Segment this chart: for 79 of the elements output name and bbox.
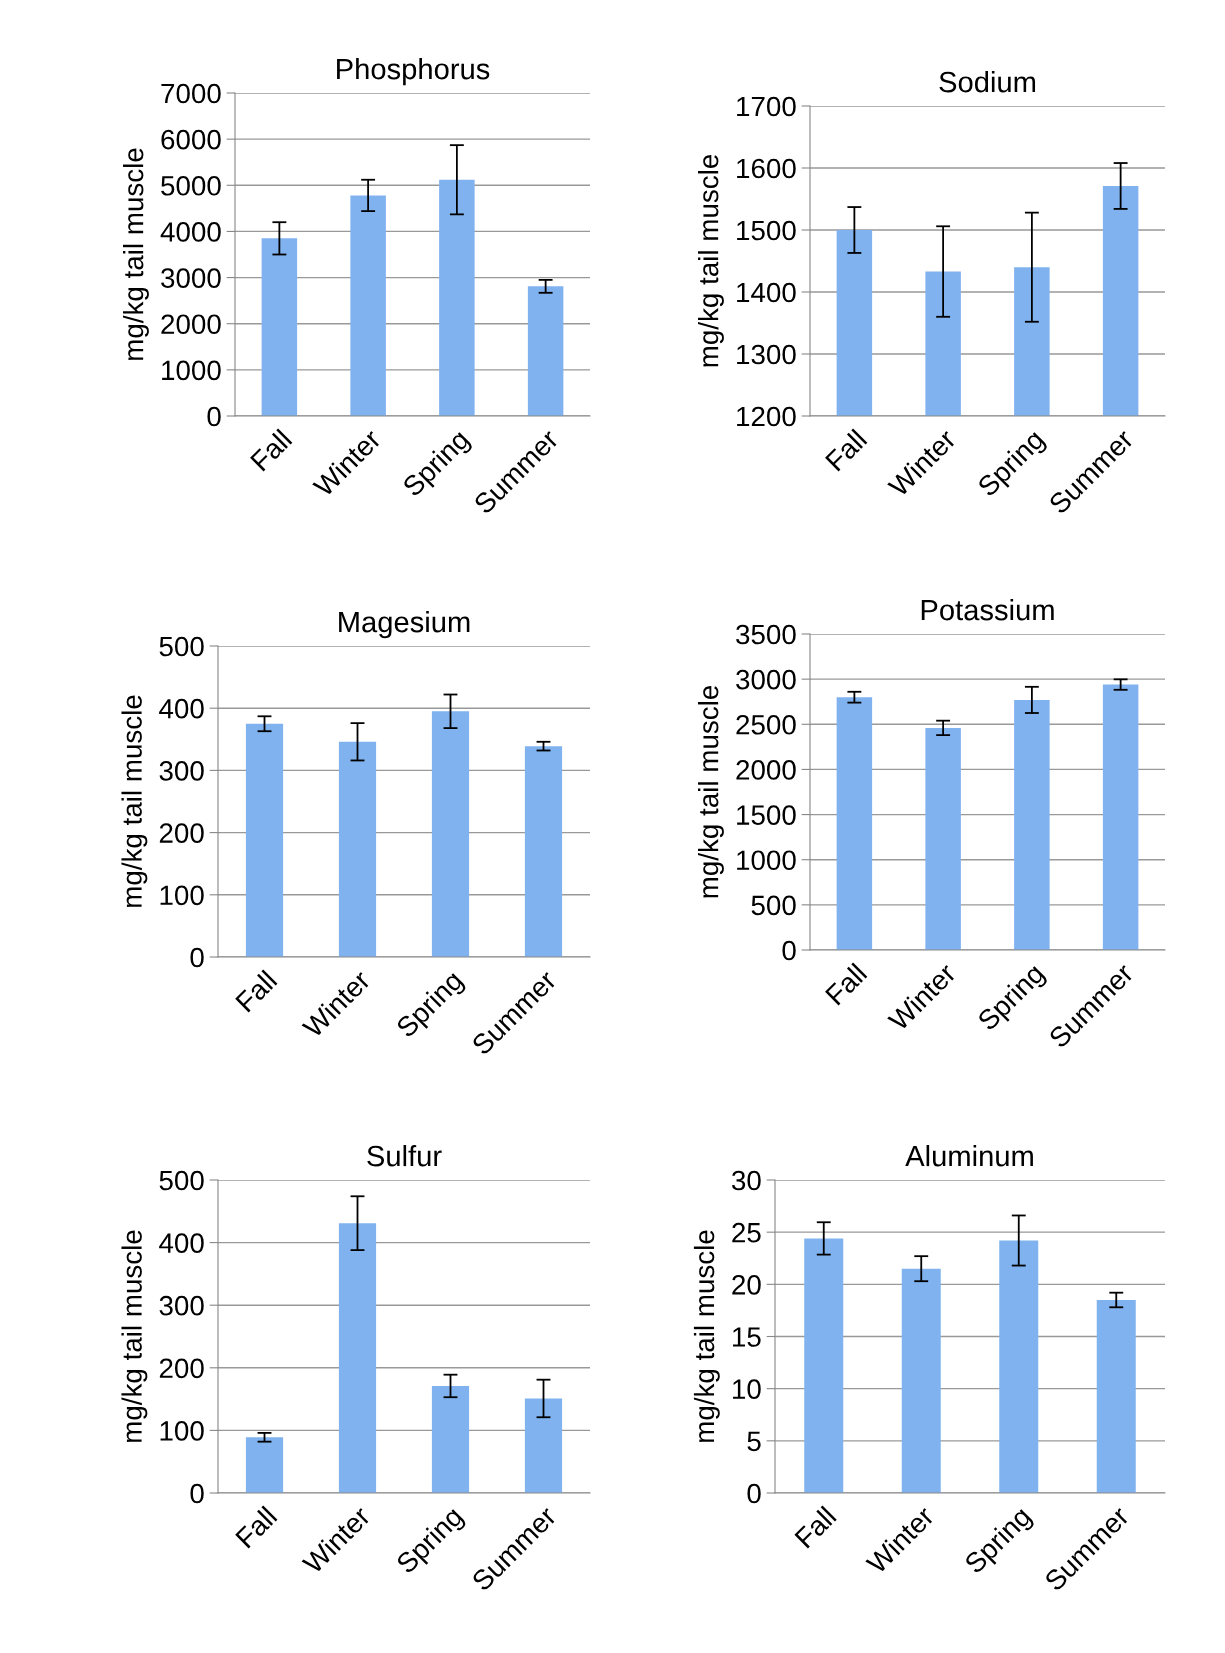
bar (925, 727, 961, 950)
y-tick-label: 30 (731, 1170, 761, 1191)
chart-title: Sulfur (367, 1144, 442, 1167)
y-tick-label: 0 (190, 947, 204, 968)
bar (836, 697, 873, 950)
y-tick-label: 1000 (162, 360, 221, 381)
y-tick-label: 300 (159, 761, 204, 781)
y-tick-label: 1200 (737, 406, 796, 427)
y-tick-label: 10 (733, 1379, 761, 1400)
x-tick-label: Fall (234, 1505, 278, 1549)
chart-title: Sodium (939, 70, 1036, 93)
y-tick-label: 3000 (161, 268, 221, 288)
bar (245, 1437, 284, 1493)
bar (261, 238, 298, 416)
x-tick-label: Fall (249, 428, 293, 472)
x-tick-label: Fall (793, 1505, 837, 1549)
bar (338, 1223, 377, 1493)
x-tick-label: Fall (824, 962, 868, 1006)
y-tick-label: 1000 (737, 850, 796, 871)
chart-title: Phosphorus (337, 57, 490, 86)
y-axis-title: mg/kg tail muscle (123, 148, 149, 360)
y-tick-label: 500 (159, 1170, 204, 1191)
y-tick-label: 1500 (737, 805, 796, 825)
y-tick-label: 0 (782, 940, 796, 961)
chart-title: Magesium (339, 610, 470, 639)
chart-title: Potassium (921, 598, 1054, 621)
bar (431, 1385, 470, 1493)
bar (999, 1240, 1039, 1493)
y-tick-label: 20 (732, 1275, 761, 1295)
bar (804, 1238, 844, 1493)
y-tick-label: 4000 (160, 222, 221, 242)
y-tick-label: 100 (160, 1421, 204, 1441)
y-tick-label: 500 (751, 895, 796, 916)
y-tick-label: 1700 (737, 96, 796, 117)
y-tick-label: 100 (160, 885, 204, 906)
y-tick-label: 2500 (736, 714, 796, 735)
bar (439, 179, 475, 416)
y-tick-label: 1400 (737, 282, 796, 303)
x-tick-label: Fall (234, 969, 278, 1013)
y-tick-label: 1600 (737, 158, 796, 179)
chart-title: Aluminum (905, 1144, 1033, 1167)
y-tick-label: 1300 (737, 344, 796, 365)
y-tick-label: 0 (747, 1483, 761, 1504)
y-tick-label: 25 (732, 1222, 761, 1243)
bar (245, 723, 284, 957)
bar (338, 741, 377, 957)
y-tick-label: 200 (159, 823, 204, 843)
y-tick-label: 15 (733, 1327, 761, 1347)
y-axis-title: mg/kg tail muscle (693, 1230, 720, 1442)
bar (1102, 684, 1139, 950)
y-axis-title: mg/kg tail muscle (121, 1230, 148, 1442)
y-tick-label: 3000 (736, 669, 796, 690)
bar (901, 1268, 941, 1493)
y-tick-label: 0 (190, 1483, 204, 1504)
y-tick-label: 6000 (161, 129, 221, 150)
y-tick-label: 1500 (737, 220, 796, 241)
y-tick-label: 5000 (161, 175, 221, 196)
x-tick-label: Fall (824, 428, 868, 472)
y-tick-label: 2000 (736, 760, 796, 780)
y-tick-label: 7000 (161, 83, 221, 104)
bar (524, 1398, 563, 1493)
y-tick-label: 200 (159, 1358, 204, 1379)
y-tick-label: 3500 (736, 624, 796, 645)
y-axis-title: mg/kg tail muscle (121, 695, 148, 907)
y-tick-label: 400 (159, 698, 204, 719)
bar (524, 746, 563, 957)
y-tick-label: 0 (207, 406, 221, 427)
bar (431, 711, 470, 957)
y-axis-title: mg/kg tail muscle (698, 154, 724, 367)
y-tick-label: 500 (159, 636, 204, 657)
bar (1014, 699, 1050, 950)
bar (1096, 1299, 1136, 1493)
y-tick-label: 5 (747, 1431, 761, 1452)
y-tick-label: 300 (159, 1295, 204, 1316)
y-tick-label: 2000 (161, 314, 221, 335)
bar (527, 286, 564, 416)
y-tick-label: 400 (159, 1233, 204, 1253)
y-axis-title: mg/kg tail muscle (698, 685, 724, 898)
bar (350, 195, 386, 416)
